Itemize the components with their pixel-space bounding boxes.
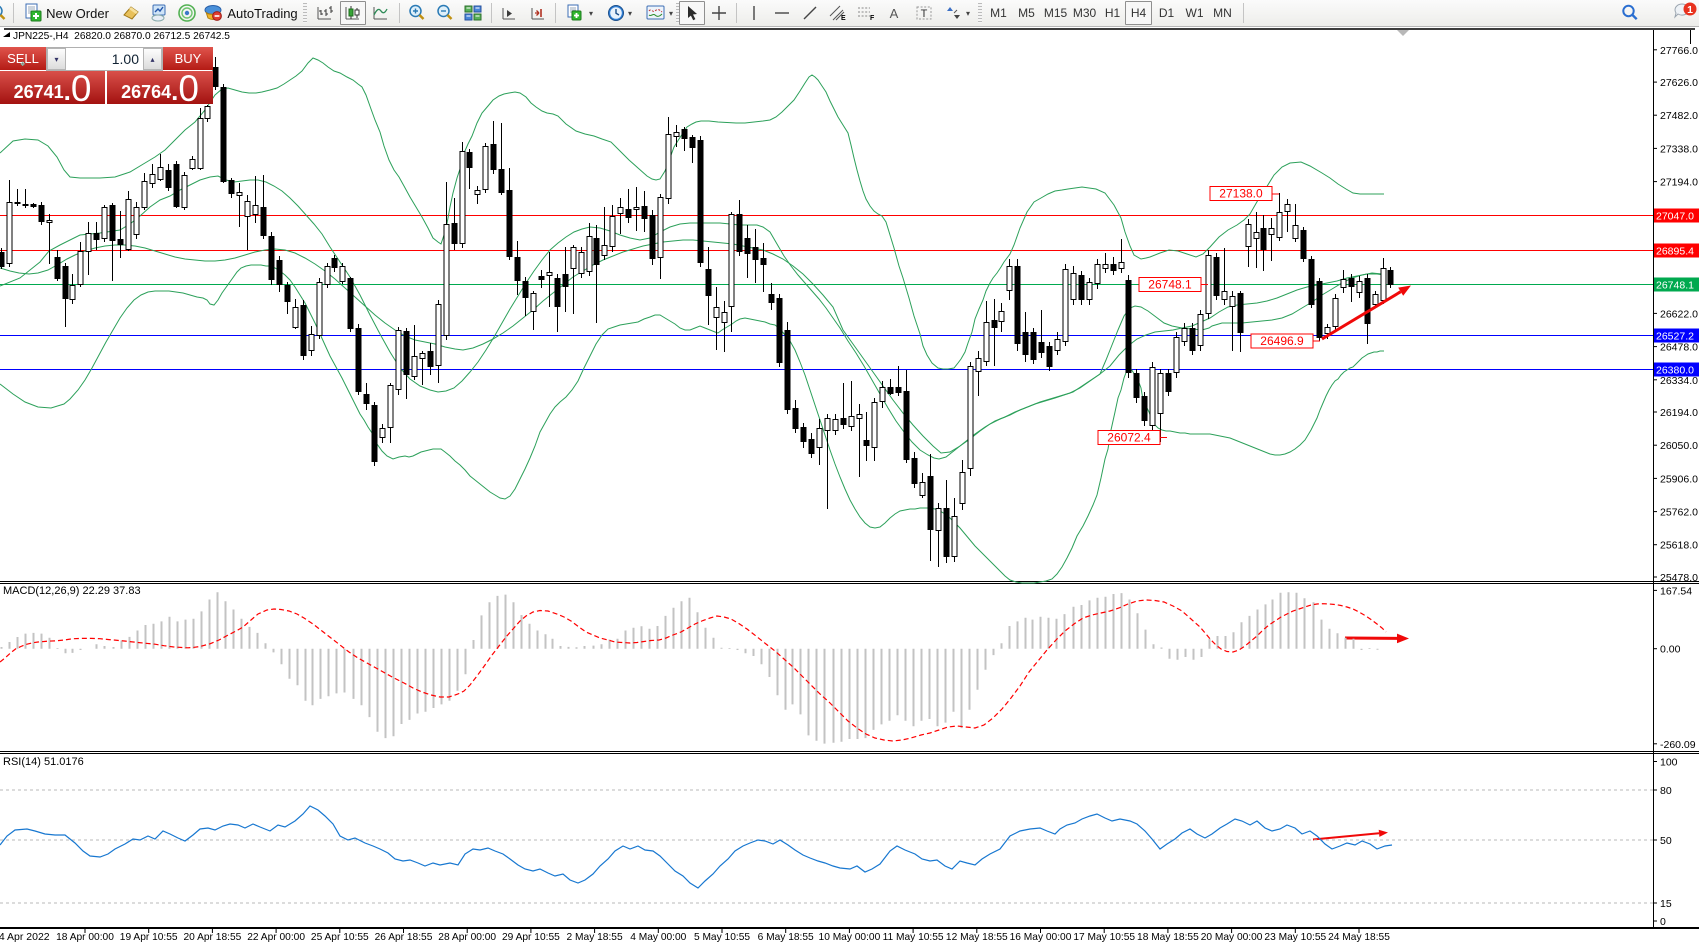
- svg-text:27766.0: 27766.0: [1660, 45, 1698, 57]
- svg-text:26895.4: 26895.4: [1656, 246, 1694, 258]
- svg-text:T: T: [921, 8, 928, 20]
- svg-text:27047.0: 27047.0: [1656, 211, 1694, 223]
- svg-text:167.54: 167.54: [1660, 585, 1692, 597]
- svg-text:18 Apr 00:00: 18 Apr 00:00: [56, 932, 114, 943]
- svg-text:27194.0: 27194.0: [1660, 177, 1698, 189]
- svg-text:28 Apr 00:00: 28 Apr 00:00: [438, 932, 496, 943]
- svg-text:14 Apr 2022: 14 Apr 2022: [0, 931, 50, 943]
- svg-text:26194.0: 26194.0: [1660, 407, 1698, 419]
- svg-text:0.00: 0.00: [1660, 644, 1681, 656]
- svg-text:17 May 10:55: 17 May 10:55: [1073, 932, 1135, 943]
- svg-text:4 May 00:00: 4 May 00:00: [630, 932, 686, 943]
- svg-text:26748.1: 26748.1: [1148, 278, 1192, 292]
- svg-text:20 May 00:00: 20 May 00:00: [1201, 932, 1263, 943]
- svg-text:26380.0: 26380.0: [1656, 365, 1694, 377]
- svg-text:6 May 18:55: 6 May 18:55: [758, 932, 814, 943]
- svg-text:27626.0: 27626.0: [1660, 77, 1698, 89]
- svg-text:20 Apr 18:55: 20 Apr 18:55: [184, 932, 242, 943]
- svg-text:MACD(12,26,9) 22.29 37.83: MACD(12,26,9) 22.29 37.83: [3, 585, 141, 597]
- svg-text:1: 1: [1687, 4, 1693, 16]
- svg-text:JPN225-,H4 26820.0 26870.0 26: JPN225-,H4 26820.0 26870.0 26712.5 26742…: [13, 31, 230, 42]
- svg-text:26334.0: 26334.0: [1660, 375, 1698, 387]
- svg-text:29 Apr 10:55: 29 Apr 10:55: [502, 932, 560, 943]
- svg-text:12 May 18:55: 12 May 18:55: [946, 932, 1008, 943]
- svg-text:16 May 00:00: 16 May 00:00: [1010, 932, 1072, 943]
- svg-text:26050.0: 26050.0: [1660, 440, 1698, 452]
- svg-text:25762.0: 25762.0: [1660, 507, 1698, 519]
- svg-text:19 Apr 10:55: 19 Apr 10:55: [120, 932, 178, 943]
- svg-text:26072.4: 26072.4: [1107, 431, 1151, 445]
- svg-text:25478.0: 25478.0: [1660, 572, 1698, 584]
- svg-text:100: 100: [1660, 757, 1678, 769]
- svg-text:2 May 18:55: 2 May 18:55: [567, 932, 623, 943]
- svg-text:26622.0: 26622.0: [1660, 308, 1698, 320]
- svg-text:F: F: [870, 15, 875, 22]
- svg-text:15: 15: [1660, 898, 1672, 910]
- svg-text:26 Apr 18:55: 26 Apr 18:55: [375, 932, 433, 943]
- svg-text:26748.1: 26748.1: [1656, 280, 1694, 292]
- svg-text:22 Apr 00:00: 22 Apr 00:00: [247, 932, 305, 943]
- svg-text:24 May 18:55: 24 May 18:55: [1328, 932, 1390, 943]
- svg-text:26478.0: 26478.0: [1660, 342, 1698, 354]
- svg-text:18 May 18:55: 18 May 18:55: [1137, 932, 1199, 943]
- svg-text:11 May 10:55: 11 May 10:55: [883, 932, 944, 943]
- svg-text:50: 50: [1660, 835, 1672, 847]
- svg-text:0: 0: [1660, 916, 1666, 928]
- svg-text:25618.0: 25618.0: [1660, 540, 1698, 552]
- svg-text:10 May 00:00: 10 May 00:00: [819, 932, 881, 943]
- svg-text:23 May 10:55: 23 May 10:55: [1264, 932, 1326, 943]
- svg-text:5 May 10:55: 5 May 10:55: [694, 932, 750, 943]
- svg-text:27138.0: 27138.0: [1219, 187, 1263, 201]
- svg-text:-260.09: -260.09: [1660, 739, 1696, 751]
- svg-text:RSI(14) 51.0176: RSI(14) 51.0176: [3, 756, 84, 768]
- svg-text:E: E: [841, 15, 846, 22]
- svg-text:27482.0: 27482.0: [1660, 110, 1698, 122]
- svg-text:26496.9: 26496.9: [1260, 334, 1304, 348]
- svg-text:A: A: [890, 6, 899, 21]
- svg-text:26527.2: 26527.2: [1656, 331, 1694, 343]
- svg-text:25906.0: 25906.0: [1660, 473, 1698, 485]
- svg-text:27338.0: 27338.0: [1660, 143, 1698, 155]
- svg-text:80: 80: [1660, 785, 1672, 797]
- svg-text:25 Apr 10:55: 25 Apr 10:55: [311, 932, 369, 943]
